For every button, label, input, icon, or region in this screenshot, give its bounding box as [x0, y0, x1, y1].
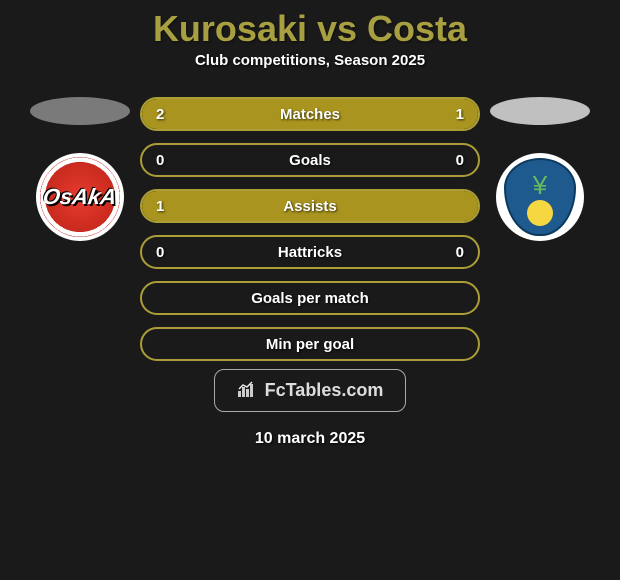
right-team-wings-icon: ¥	[533, 172, 547, 198]
stat-row: Goals per match	[140, 281, 480, 315]
left-team-logo-text: OsAkA	[42, 188, 118, 206]
stat-label: Goals	[142, 152, 478, 169]
right-team-shield: ¥	[504, 158, 576, 236]
page-title: Kurosaki vs Costa	[153, 8, 467, 50]
page-subtitle: Club competitions, Season 2025	[195, 52, 425, 69]
stat-row: 00Hattricks	[140, 235, 480, 269]
stat-row: 1Assists	[140, 189, 480, 223]
footer-brand-box: FcTables.com	[214, 369, 407, 412]
date-text: 10 march 2025	[255, 430, 365, 448]
stat-label: Min per goal	[142, 336, 478, 353]
left-player-ellipse	[30, 97, 130, 125]
stat-label: Matches	[142, 106, 478, 123]
stat-row: 21Matches	[140, 97, 480, 131]
comparison-row: OsAkA 21Matches 00Goals 1Assists 00Hattrick…	[0, 97, 620, 361]
left-team-logo: OsAkA	[36, 153, 124, 241]
stat-row: 00Goals	[140, 143, 480, 177]
stat-row: Min per goal	[140, 327, 480, 361]
stats-column: 21Matches 00Goals 1Assists 00Hattricks Goals…	[140, 97, 480, 361]
chart-icon	[237, 380, 259, 401]
right-player-ellipse	[490, 97, 590, 125]
stat-label: Hattricks	[142, 244, 478, 261]
right-team-side: ¥	[480, 97, 600, 241]
footer-brand-text: FcTables.com	[265, 380, 384, 401]
stat-label: Goals per match	[142, 290, 478, 307]
stat-label: Assists	[142, 198, 478, 215]
left-team-side: OsAkA	[20, 97, 140, 241]
right-team-logo: ¥	[496, 153, 584, 241]
